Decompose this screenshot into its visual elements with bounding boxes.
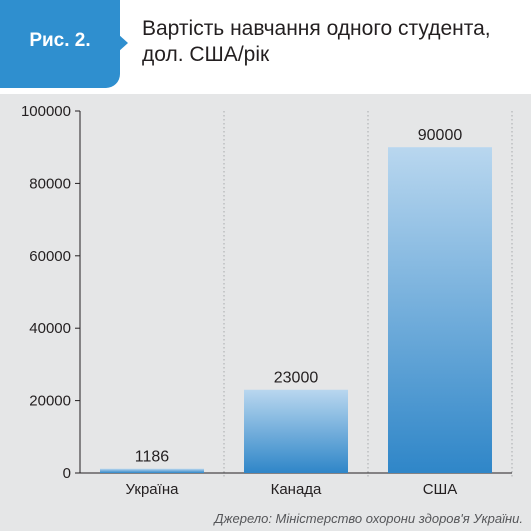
y-tick-label: 40000 [29, 320, 71, 337]
figure-tag: Рис. 2. [0, 0, 120, 88]
data-label: 90000 [418, 127, 463, 144]
bar [100, 468, 204, 473]
data-label: 23000 [274, 370, 319, 387]
data-label: 1186 [135, 449, 170, 466]
bar [388, 147, 492, 473]
y-tick-label: 0 [63, 465, 71, 482]
figure-tag-pointer [118, 34, 128, 52]
x-tick-label: Канада [271, 481, 322, 498]
figure-header: Рис. 2. Вартість навчання одного студент… [0, 0, 531, 94]
chart-area: 0 20000 40000 60000 80000 100000 1186 Україна 23… [0, 94, 531, 506]
figure-label: Рис. 2. [29, 30, 91, 51]
y-tick-label: 20000 [29, 393, 71, 410]
y-tick-label: 60000 [29, 248, 71, 265]
x-tick-label: США [423, 481, 458, 498]
x-tick-label: Україна [126, 481, 180, 498]
chart-title: Вартість навчання одного студента, дол. … [142, 17, 491, 66]
bar-chart: 0 20000 40000 60000 80000 100000 1186 Україна 23… [21, 103, 513, 498]
bar [244, 389, 348, 473]
source-note: Джерело: Міністерство охорони здоров'я У… [214, 511, 523, 526]
y-tick-label: 100000 [21, 103, 71, 120]
y-tick-label: 80000 [29, 175, 71, 192]
